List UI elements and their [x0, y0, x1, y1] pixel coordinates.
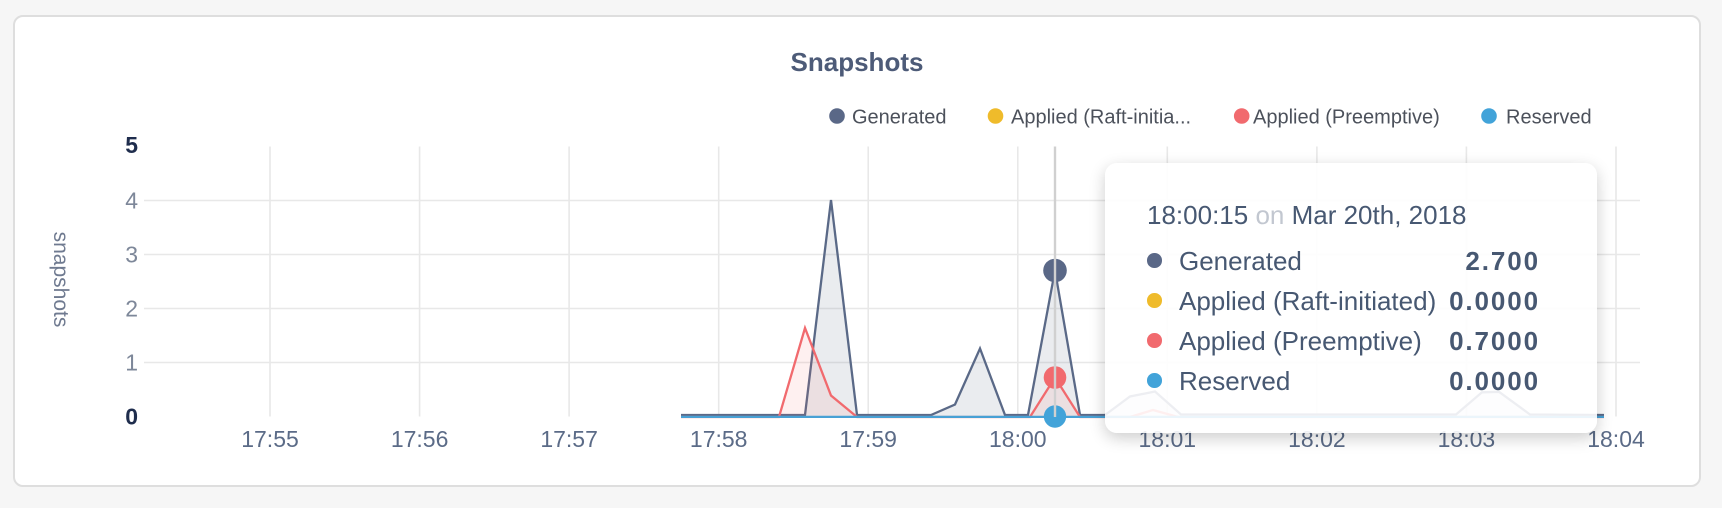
svg-text:17:58: 17:58	[690, 426, 748, 452]
svg-text:17:59: 17:59	[839, 426, 897, 452]
svg-text:0: 0	[125, 404, 138, 430]
svg-text:2: 2	[125, 296, 138, 322]
svg-text:Generated: Generated	[852, 107, 947, 129]
svg-text:5: 5	[125, 132, 138, 158]
svg-text:4: 4	[125, 188, 138, 214]
svg-text:1: 1	[125, 350, 138, 376]
svg-text:3: 3	[125, 242, 138, 268]
svg-text:Reserved: Reserved	[1506, 107, 1592, 129]
svg-text:17:55: 17:55	[241, 426, 299, 452]
svg-text:Applied (Raft-initia...: Applied (Raft-initia...	[1011, 107, 1191, 129]
svg-text:17:57: 17:57	[540, 426, 598, 452]
svg-text:18:00: 18:00	[989, 426, 1047, 452]
svg-text:18:04: 18:04	[1587, 426, 1645, 452]
svg-text:Applied (Preemptive): Applied (Preemptive)	[1253, 107, 1440, 129]
svg-text:17:56: 17:56	[391, 426, 449, 452]
svg-text:snapshots: snapshots	[49, 232, 72, 328]
